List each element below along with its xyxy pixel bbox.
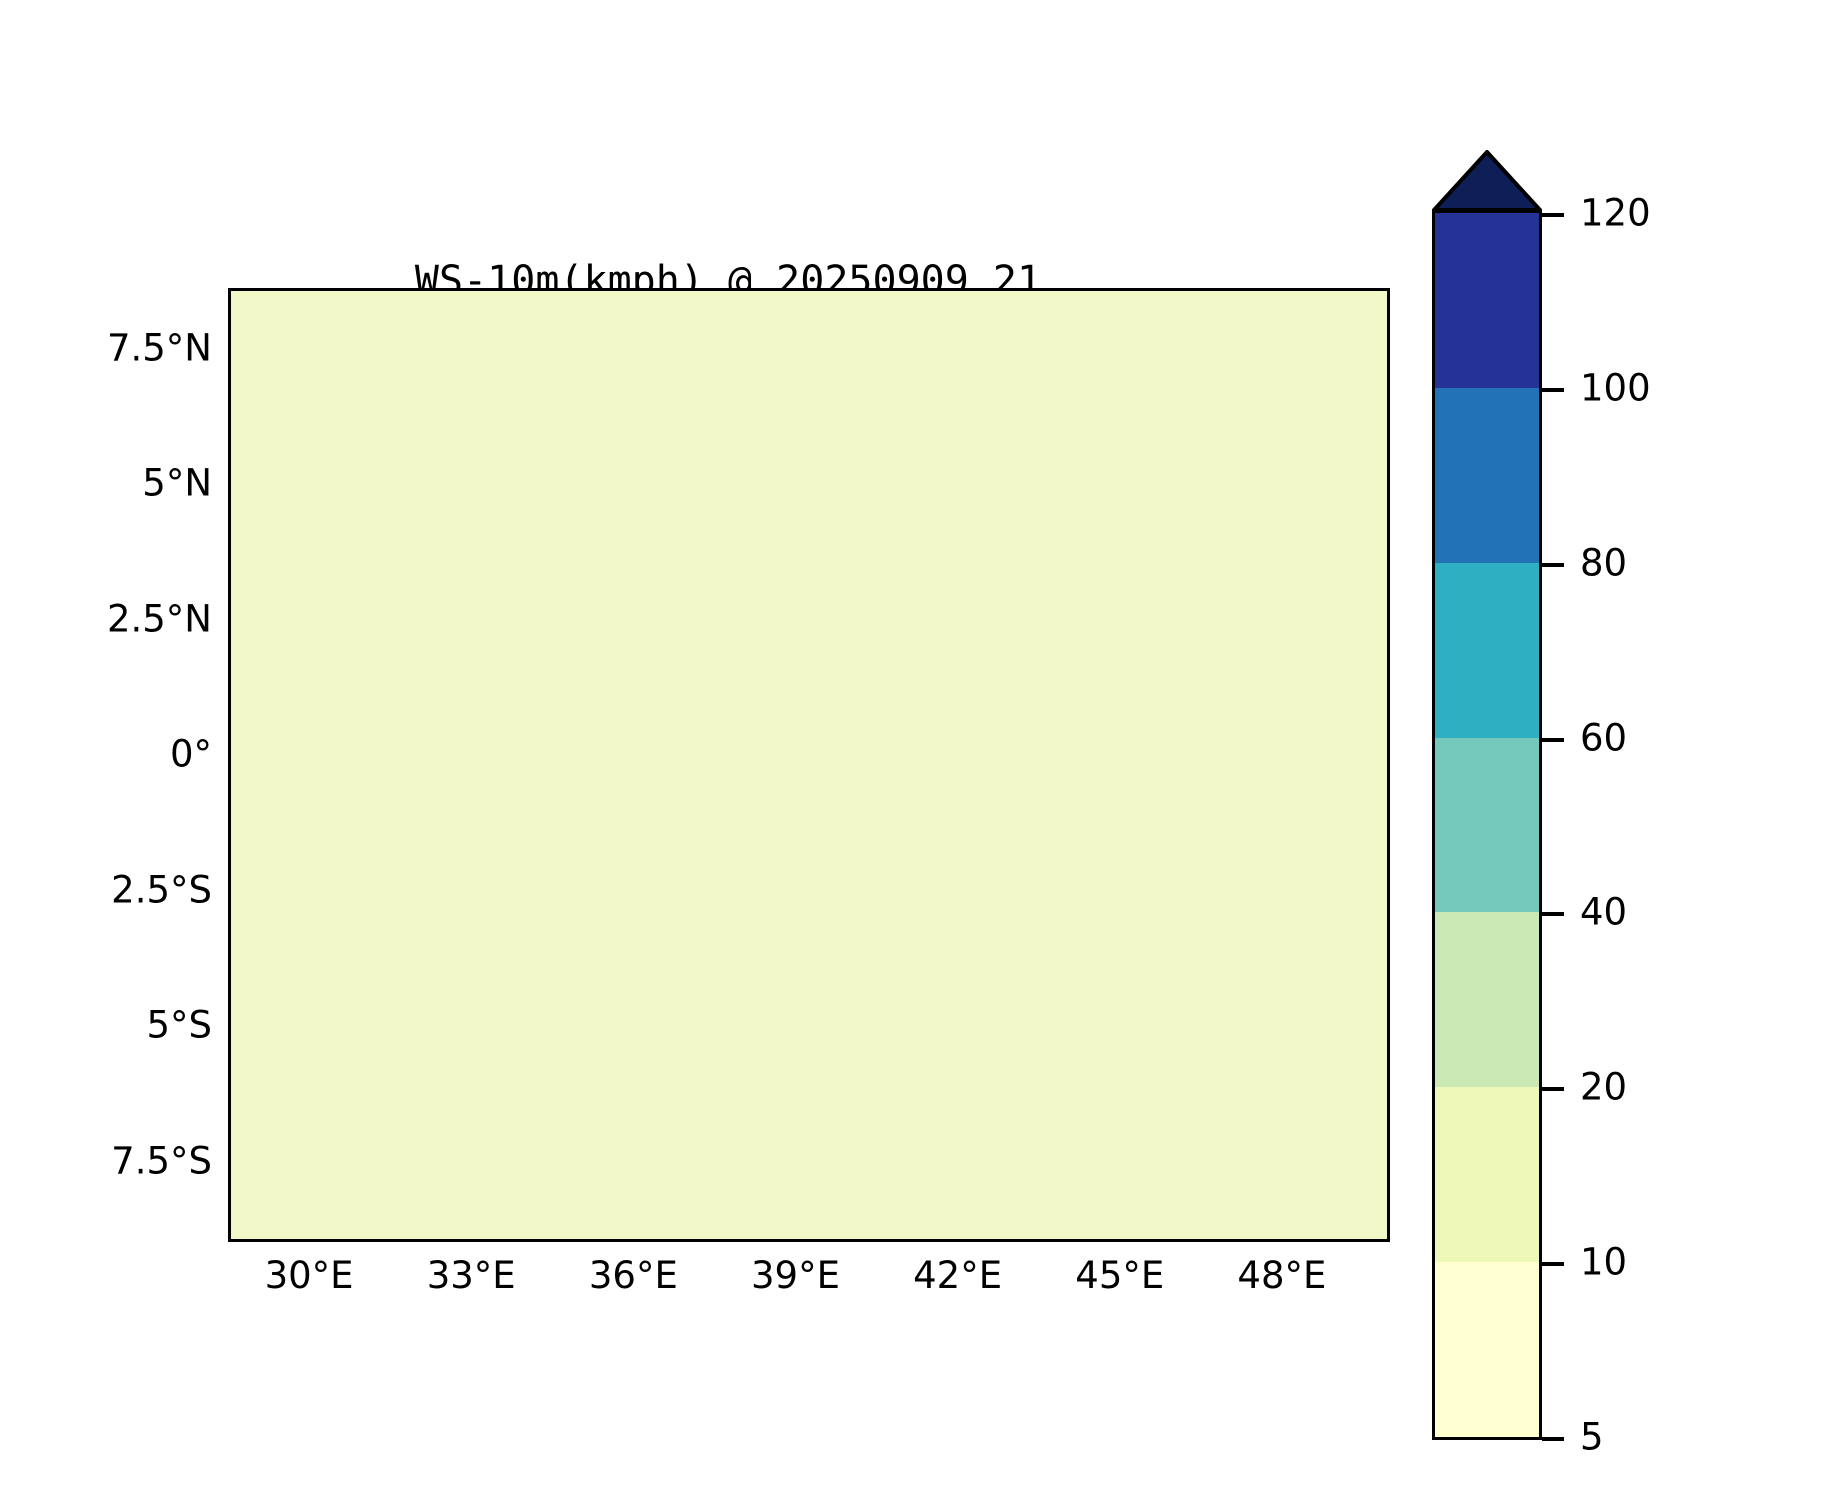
y-tick-label: 7.5°N (106, 326, 212, 370)
y-tick-label: 5°N (142, 461, 212, 505)
colorbar[interactable]: 120 100 80 60 40 20 10 5 (1432, 150, 1792, 1459)
colorbar-tick-label: 5 (1580, 1415, 1604, 1459)
colorbar-tick-label: 10 (1580, 1240, 1628, 1284)
map-field-rendering (231, 291, 1387, 1239)
colorbar-tick-label: 40 (1580, 890, 1628, 934)
x-tick-label: 30°E (264, 1254, 354, 1297)
colorbar-tick-mark (1542, 1262, 1564, 1267)
colorbar-band (1435, 737, 1539, 913)
y-tick-label: 0° (169, 732, 212, 776)
x-tick-label: 45°E (1075, 1254, 1165, 1297)
map-plot-area[interactable] (228, 288, 1390, 1242)
y-tick-label: 5°S (146, 1003, 212, 1047)
colorbar-tick-label: 60 (1580, 716, 1628, 760)
colorbar-tick-label: 80 (1580, 541, 1628, 585)
colorbar-tick-mark (1542, 562, 1564, 567)
colorbar-tick-mark (1542, 1437, 1564, 1441)
colorbar-band (1435, 1262, 1539, 1437)
y-tick-label: 2.5°S (111, 868, 212, 912)
colorbar-gradient-bands (1432, 210, 1542, 1440)
colorbar-tick-labels: 120 100 80 60 40 20 10 5 (1432, 150, 1792, 1480)
y-tick-label: 7.5°S (111, 1139, 212, 1183)
colorbar-tick-mark (1542, 737, 1564, 742)
colorbar-band (1435, 387, 1539, 563)
colorbar-band (1435, 912, 1539, 1088)
colorbar-tick-mark (1542, 1087, 1564, 1092)
colorbar-band (1435, 1087, 1539, 1263)
colorbar-tick-mark (1542, 387, 1564, 392)
x-tick-label: 39°E (751, 1254, 840, 1297)
colorbar-tick-label: 120 (1580, 191, 1651, 235)
colorbar-tick-label: 100 (1580, 366, 1651, 410)
colorbar-tick-mark (1542, 912, 1564, 917)
y-axis-tick-labels: 7.5°N 5°N 2.5°N 0° 2.5°S 5°S 7.5°S (0, 288, 212, 1242)
colorbar-tick-mark (1542, 213, 1564, 217)
colorbar-band (1435, 562, 1539, 738)
x-axis-tick-labels: 30°E 33°E 36°E 39°E 42°E 45°E 48°E (228, 1254, 1390, 1314)
x-tick-label: 36°E (588, 1254, 678, 1297)
y-tick-label: 2.5°N (106, 597, 212, 641)
colorbar-band (1435, 213, 1539, 388)
colorbar-tick-label: 20 (1580, 1065, 1628, 1109)
x-tick-label: 48°E (1237, 1254, 1327, 1297)
x-tick-label: 33°E (426, 1254, 516, 1297)
x-tick-label: 42°E (913, 1254, 1003, 1297)
